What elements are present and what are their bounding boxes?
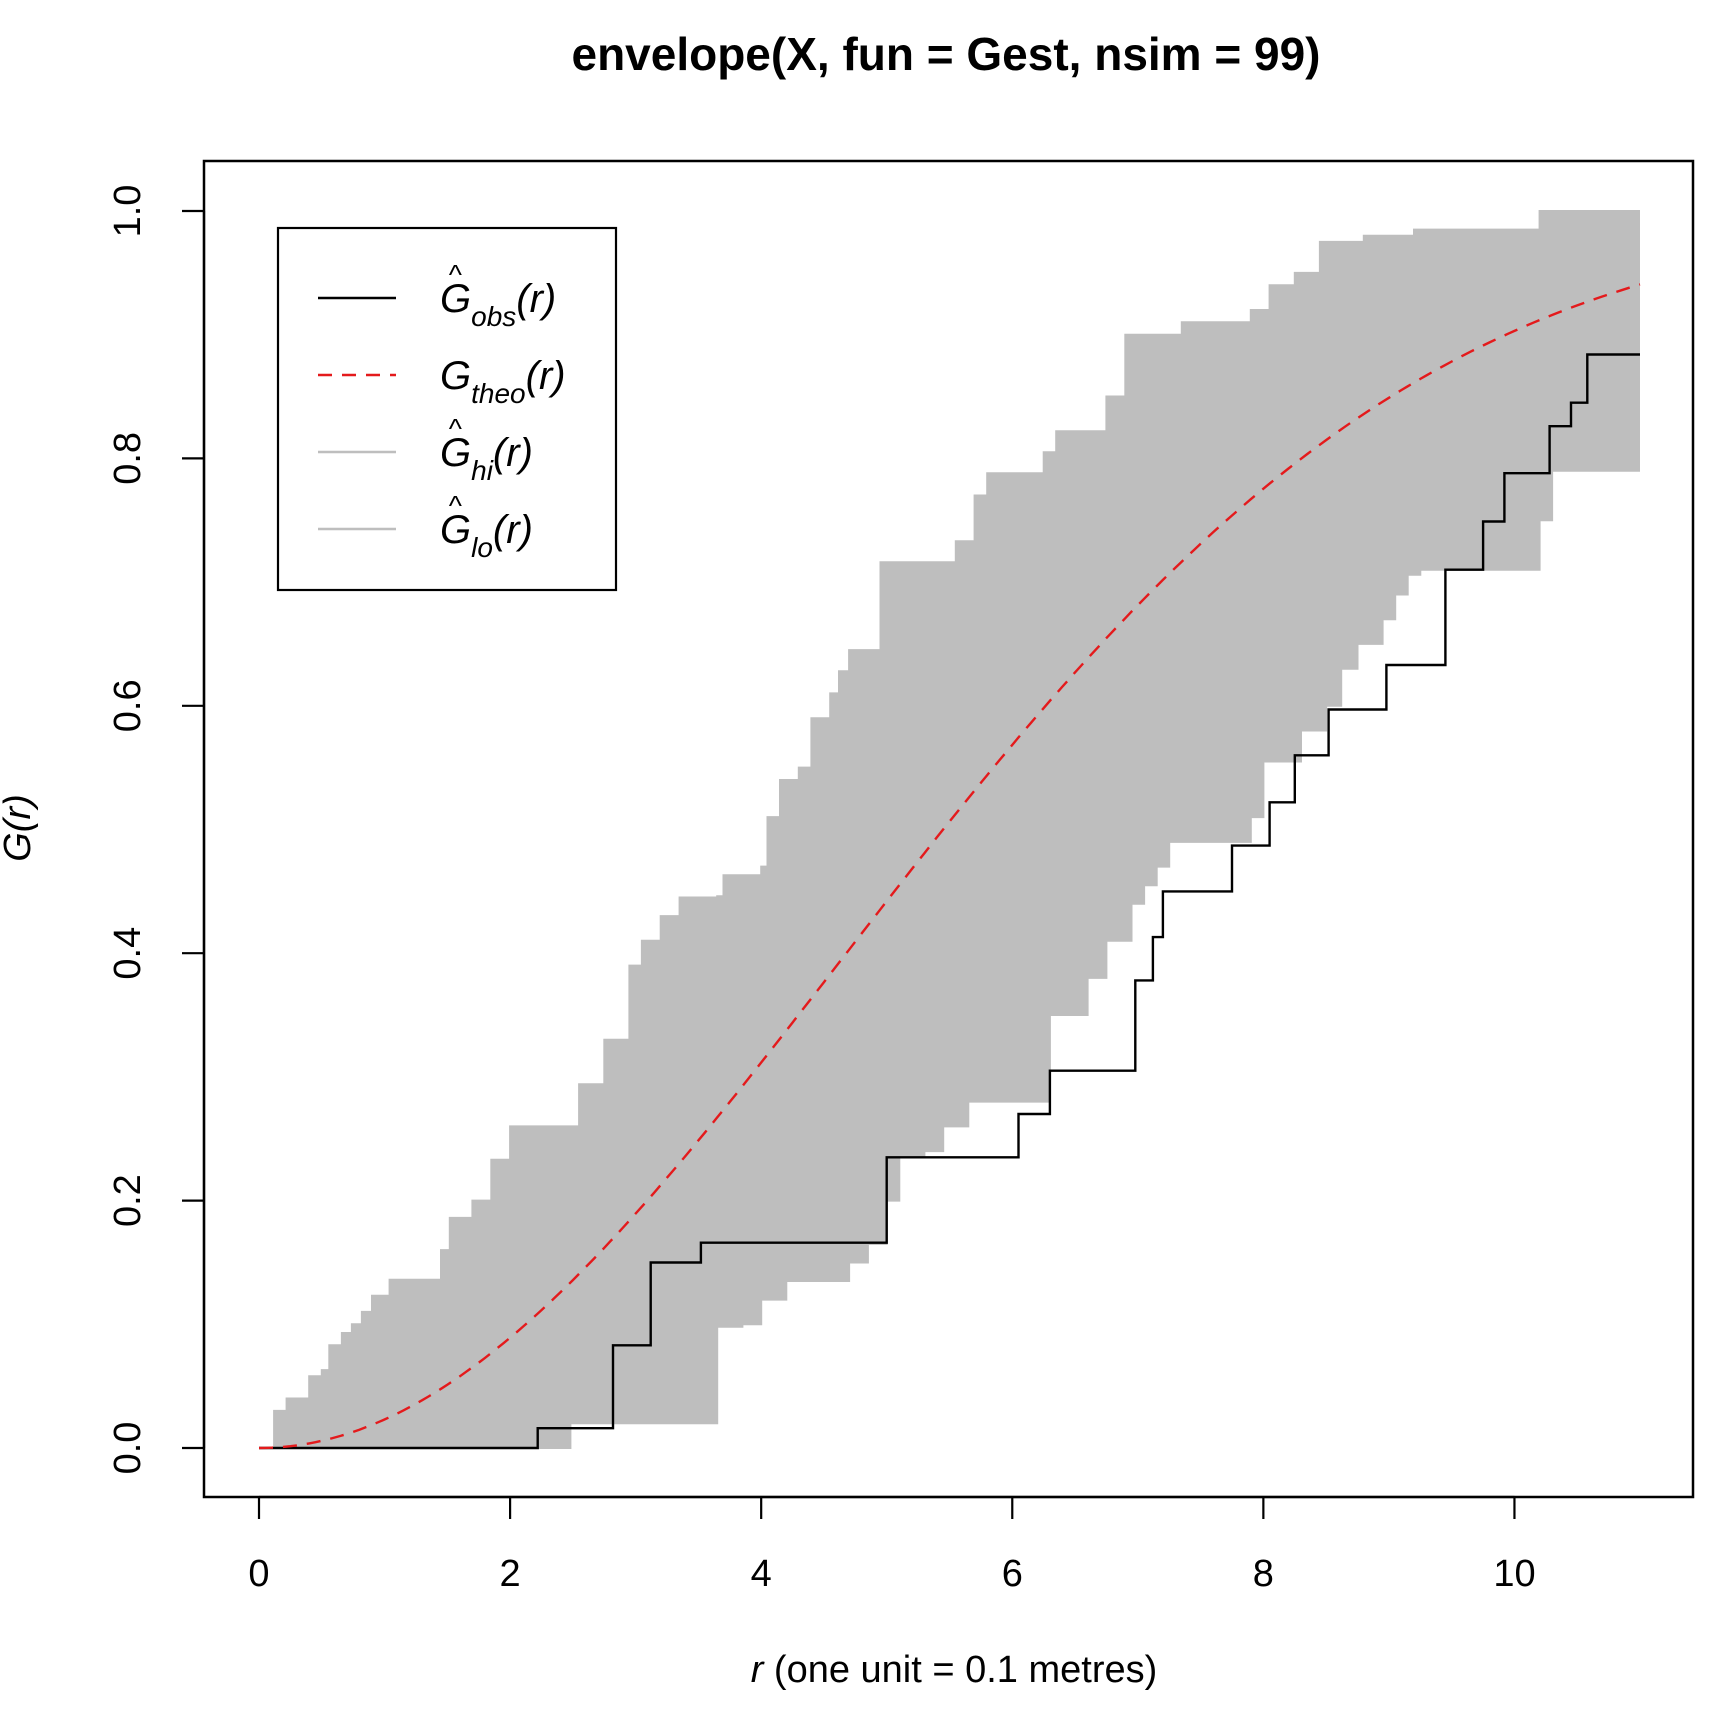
chart-title: envelope(X, fun = Gest, nsim = 99) — [571, 28, 1320, 80]
x-axis-label-var: r — [751, 1649, 765, 1691]
legend-label-main: G — [440, 508, 471, 552]
legend-hat-lo: ^ — [448, 490, 462, 521]
legend-label-sub: theo — [471, 378, 526, 409]
legend: ^Gobs(r)Gtheo(r)^Ghi(r)^Glo(r) — [276, 226, 618, 592]
series-line-theo — [258, 283, 1641, 1450]
y-axis-label-arg: (r) — [0, 794, 39, 832]
legend-label-obs: Gobs(r) — [440, 277, 556, 332]
x-tick-label: 4 — [751, 1553, 772, 1595]
legend-label-arg: (r) — [493, 508, 533, 552]
legend-label-theo: Gtheo(r) — [440, 354, 566, 409]
legend-hat-obs: ^ — [448, 259, 462, 290]
x-tick-label: 8 — [1253, 1553, 1274, 1595]
legend-label-arg: (r) — [526, 354, 566, 398]
y-axis: 0.0 0.2 0.4 0.6 0.8 1.0 — [107, 185, 206, 1475]
envelope-band — [259, 211, 1640, 1448]
x-axis-label: r (one unit = 0.1 metres) — [751, 1649, 1158, 1691]
legend-label-main: G — [440, 354, 471, 398]
x-tick-label: 2 — [500, 1553, 521, 1595]
y-tick-label: 0.2 — [107, 1174, 149, 1227]
y-tick-label: 0.6 — [107, 679, 149, 732]
series-line-hi — [269, 210, 1640, 1449]
series-line-lo — [259, 469, 1640, 1449]
legend-label-arg: (r) — [516, 277, 556, 321]
series-line-obs — [259, 353, 1640, 1450]
y-axis-label-main: G — [0, 832, 39, 862]
legend-label-lo: Glo(r) — [440, 508, 533, 563]
plot-area — [258, 210, 1641, 1450]
y-axis-label: G(r) — [0, 794, 39, 862]
legend-label-sub: hi — [471, 455, 494, 486]
legend-label-sub: lo — [471, 532, 493, 563]
x-axis-label-text: (one unit = 0.1 metres) — [763, 1649, 1157, 1691]
legend-label-arg: (r) — [493, 431, 533, 475]
legend-label-main: G — [440, 431, 471, 475]
legend-hat-hi: ^ — [448, 413, 462, 444]
legend-label-hi: Ghi(r) — [440, 431, 533, 486]
y-tick-label: 1.0 — [107, 185, 149, 238]
x-tick-label: 10 — [1493, 1553, 1535, 1595]
x-axis: 0 2 4 6 8 10 — [248, 1495, 1536, 1595]
y-tick-label: 0.0 — [107, 1422, 149, 1475]
x-tick-label: 0 — [248, 1553, 269, 1595]
x-tick-label: 6 — [1002, 1553, 1023, 1595]
y-tick-label: 0.8 — [107, 432, 149, 485]
y-tick-label: 0.4 — [107, 927, 149, 980]
legend-label-sub: obs — [471, 301, 516, 332]
legend-label-main: G — [440, 277, 471, 321]
